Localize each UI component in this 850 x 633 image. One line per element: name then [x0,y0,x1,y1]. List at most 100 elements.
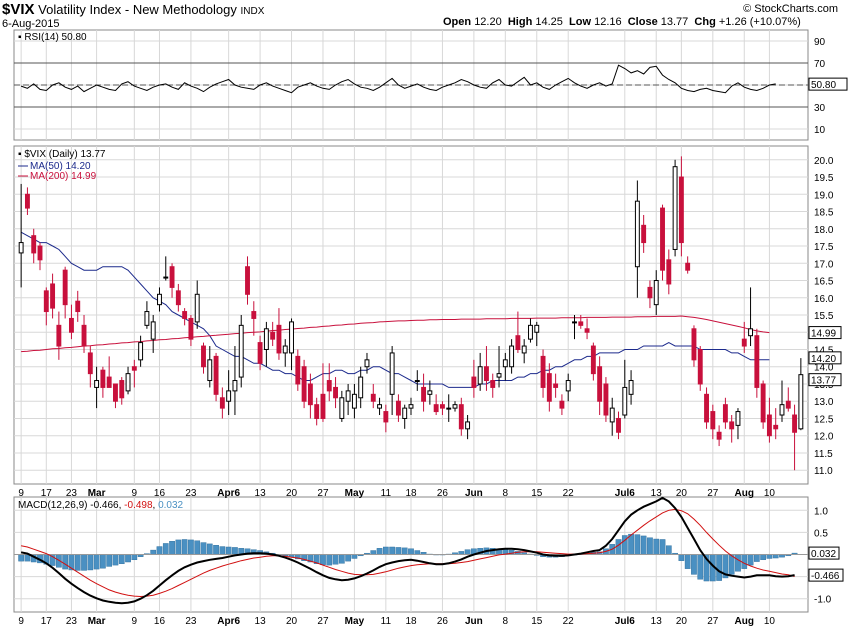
candle-body [641,224,647,244]
candle-body [622,386,628,416]
macd-histogram-bar [772,554,779,559]
x-tick-label: 20 [286,616,298,627]
candle-body [270,331,276,340]
candle [760,380,766,429]
macd-histogram-bar [401,547,408,555]
chg-label: Chg [694,16,716,28]
candle [779,380,785,422]
candle [773,408,779,440]
candle-body [754,335,760,388]
candle [289,318,294,371]
macd-histogram-bar [125,554,131,563]
candle-body [414,380,420,383]
candle [395,394,401,422]
candle-body [578,321,584,326]
x-tick-label: 15 [531,488,543,499]
candle-body [660,207,665,271]
candle [691,325,697,367]
candle-body [603,383,609,416]
candle [125,366,131,395]
candle-body [188,317,194,340]
macd-histogram-bar [156,546,163,555]
candle-body [597,366,603,402]
x-tick-label: 9 [18,616,24,627]
candle [722,397,728,429]
candle [377,397,383,416]
candle [100,366,106,398]
candle [653,270,659,315]
candle [471,359,477,398]
low-label: Low [569,16,592,28]
candle [578,315,584,329]
chg-value: +1.26 (+10.07%) [718,16,801,28]
candle-body [785,400,791,409]
candle-body [766,414,772,437]
candle-body [716,431,722,440]
x-tick-label: 17 [41,488,53,499]
candle [50,273,56,319]
ma200-last-box-label: 14.99 [811,329,836,340]
candle-body [295,355,301,385]
candle [307,373,313,419]
candle-body [113,383,118,402]
candle [131,359,137,388]
candle-body [351,393,357,409]
x-tick-label: 11 [381,616,392,627]
candle [383,404,389,433]
candle-body [572,321,577,324]
x-tick-label: Mar [88,488,106,499]
candle-body [276,324,282,354]
x-tick-label: May [345,488,365,499]
candle [295,349,301,391]
candle [314,397,320,426]
candle [87,346,93,388]
candle-body [226,390,232,402]
price-tick-label: 20.0 [814,156,834,167]
candle-body [194,293,200,323]
candle [458,397,464,436]
macd-histogram-bar [741,554,748,569]
candle [785,387,791,412]
candle-body [691,328,697,361]
macd-histogram-bar [181,539,188,555]
macd-histogram-bar [81,554,87,571]
candle [370,383,376,409]
candle [716,425,722,447]
macd-histogram-bar [131,554,138,561]
candle-body [163,276,169,279]
candle [433,394,439,416]
macd-histogram-bar [74,554,81,571]
candle-body [119,380,125,399]
candle [245,256,250,305]
candle-body [446,407,452,410]
candle [616,411,621,440]
macd-histogram-bar [414,550,421,555]
candle [75,290,81,322]
candle-body [263,328,269,350]
ma200-line [21,315,770,353]
rsi-tick-label: 30 [814,103,826,114]
candle [238,315,244,388]
macd-histogram-bar [684,554,691,569]
x-tick-label: May [345,616,365,627]
macd-histogram-bar [345,554,351,562]
candle-body [653,280,659,306]
candle [647,280,653,309]
macd-histogram-bar [697,554,704,580]
candle [301,359,307,409]
macd-histogram-bar [766,554,773,559]
symbol-title: $VIX Volatility Index - New Methodology … [2,1,264,18]
x-tick-label: Jul6 [615,488,635,499]
macd-histogram-bar [200,542,207,555]
x-tick-label: Jun [465,488,483,499]
candle-body [634,200,640,268]
candle-body [590,345,596,375]
price-last-box-label: 13.77 [811,376,836,387]
candle-body [748,328,754,337]
candle [276,308,282,360]
candle [490,373,496,398]
candle-body [729,421,735,430]
candle [263,321,269,367]
x-tick-label: 10 [764,616,776,627]
